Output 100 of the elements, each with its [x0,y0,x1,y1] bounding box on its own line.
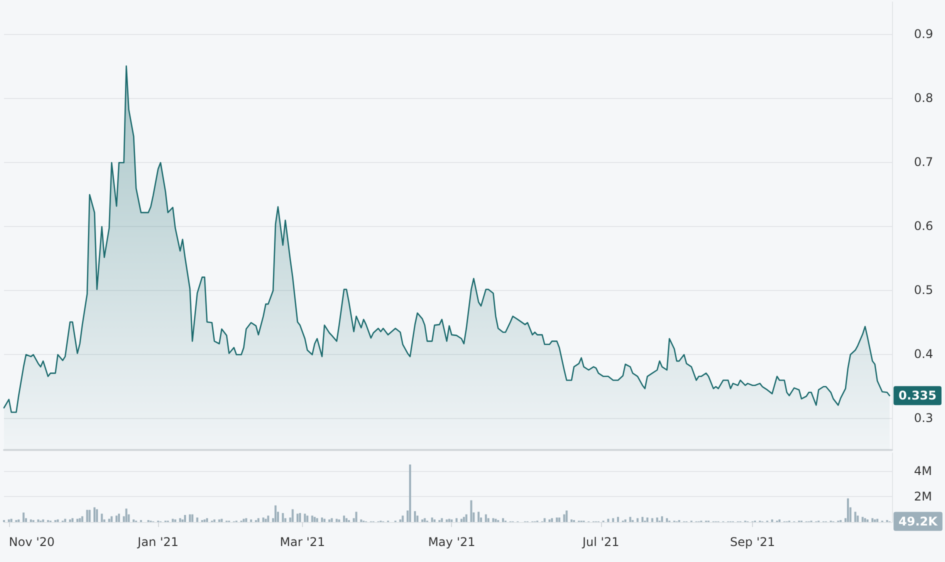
bar [494,518,497,522]
bar [456,518,458,522]
bar [116,516,118,522]
bar [666,518,668,522]
bar [304,514,306,522]
bar [250,519,252,522]
bar [296,514,299,522]
x-tick-label: Sep '21 [730,535,776,549]
bar [544,518,546,522]
bar [311,516,314,522]
bar [465,514,468,522]
bar [282,513,284,522]
bar [563,514,566,522]
bar [462,516,465,522]
bar [56,519,59,522]
bar [470,500,472,522]
bar [656,518,658,522]
bar [651,518,654,522]
bar [262,518,264,522]
bar [414,511,416,522]
bar [440,518,443,522]
bar [856,516,859,522]
bar [196,518,198,522]
bar [646,518,648,522]
bar [661,516,664,522]
x-tick-label: Nov '20 [8,535,55,549]
bar [30,519,32,522]
bar [172,518,174,522]
bar [64,518,66,522]
bar [871,518,874,522]
bar [624,519,626,522]
bar [292,509,294,522]
bar [78,518,81,522]
x-tick-label: Jul '21 [581,535,620,549]
bar [125,508,128,522]
bar [306,516,308,522]
bar [220,518,223,522]
annotation: 0.335 [898,388,937,403]
bar [641,516,644,522]
bar [421,519,424,522]
bar [612,518,614,522]
bar [876,518,878,522]
y-tick-label: 2M [914,489,932,504]
bar [434,519,436,522]
bar [556,518,558,522]
bar [566,510,568,522]
bar [316,518,318,522]
bar [450,519,453,522]
bar [267,516,270,522]
bar [345,518,348,522]
bar [94,507,96,522]
bar [336,518,338,522]
bar [460,518,462,522]
bar [69,519,72,522]
bar [204,519,206,522]
bar [629,516,632,522]
bar [409,464,412,522]
bar [182,519,184,522]
bar [607,518,610,522]
y-tick-label: 0.9 [914,27,934,41]
y-tick-label: 0.8 [914,91,934,105]
bar [22,512,25,522]
bar [478,512,480,522]
y-tick-label: 0.7 [914,155,934,169]
bar [558,518,560,522]
bar [866,519,869,522]
bar [617,516,620,522]
bar [213,519,216,522]
y-tick-label: 0.4 [914,347,934,361]
bar [330,518,333,522]
y-tick-label: 0.3 [914,411,934,425]
y-tick-label: 4M [914,464,932,478]
bar [550,518,553,522]
bar [206,518,208,522]
bar [108,518,110,522]
bar [402,516,404,522]
y-tick-label: 0.5 [914,283,934,297]
x-tick-label: Mar '21 [280,535,325,549]
bar [218,519,220,522]
bar [323,518,326,522]
bar [37,519,40,522]
bar [864,518,866,522]
bar [328,519,330,522]
bar [8,519,10,522]
bar [118,514,120,522]
bar [854,512,856,522]
x-tick-label: May '21 [428,535,476,549]
bar [81,516,84,522]
y-tick-label: 0.6 [914,219,934,233]
bar [242,518,245,522]
bar [548,519,551,522]
bar [492,518,494,522]
bar [424,518,426,522]
bar [88,510,91,522]
bar [431,518,434,522]
bar [484,514,487,522]
annotation: 49.2K [898,514,938,528]
bar [502,518,504,522]
bar [100,514,103,522]
bar [487,518,490,522]
